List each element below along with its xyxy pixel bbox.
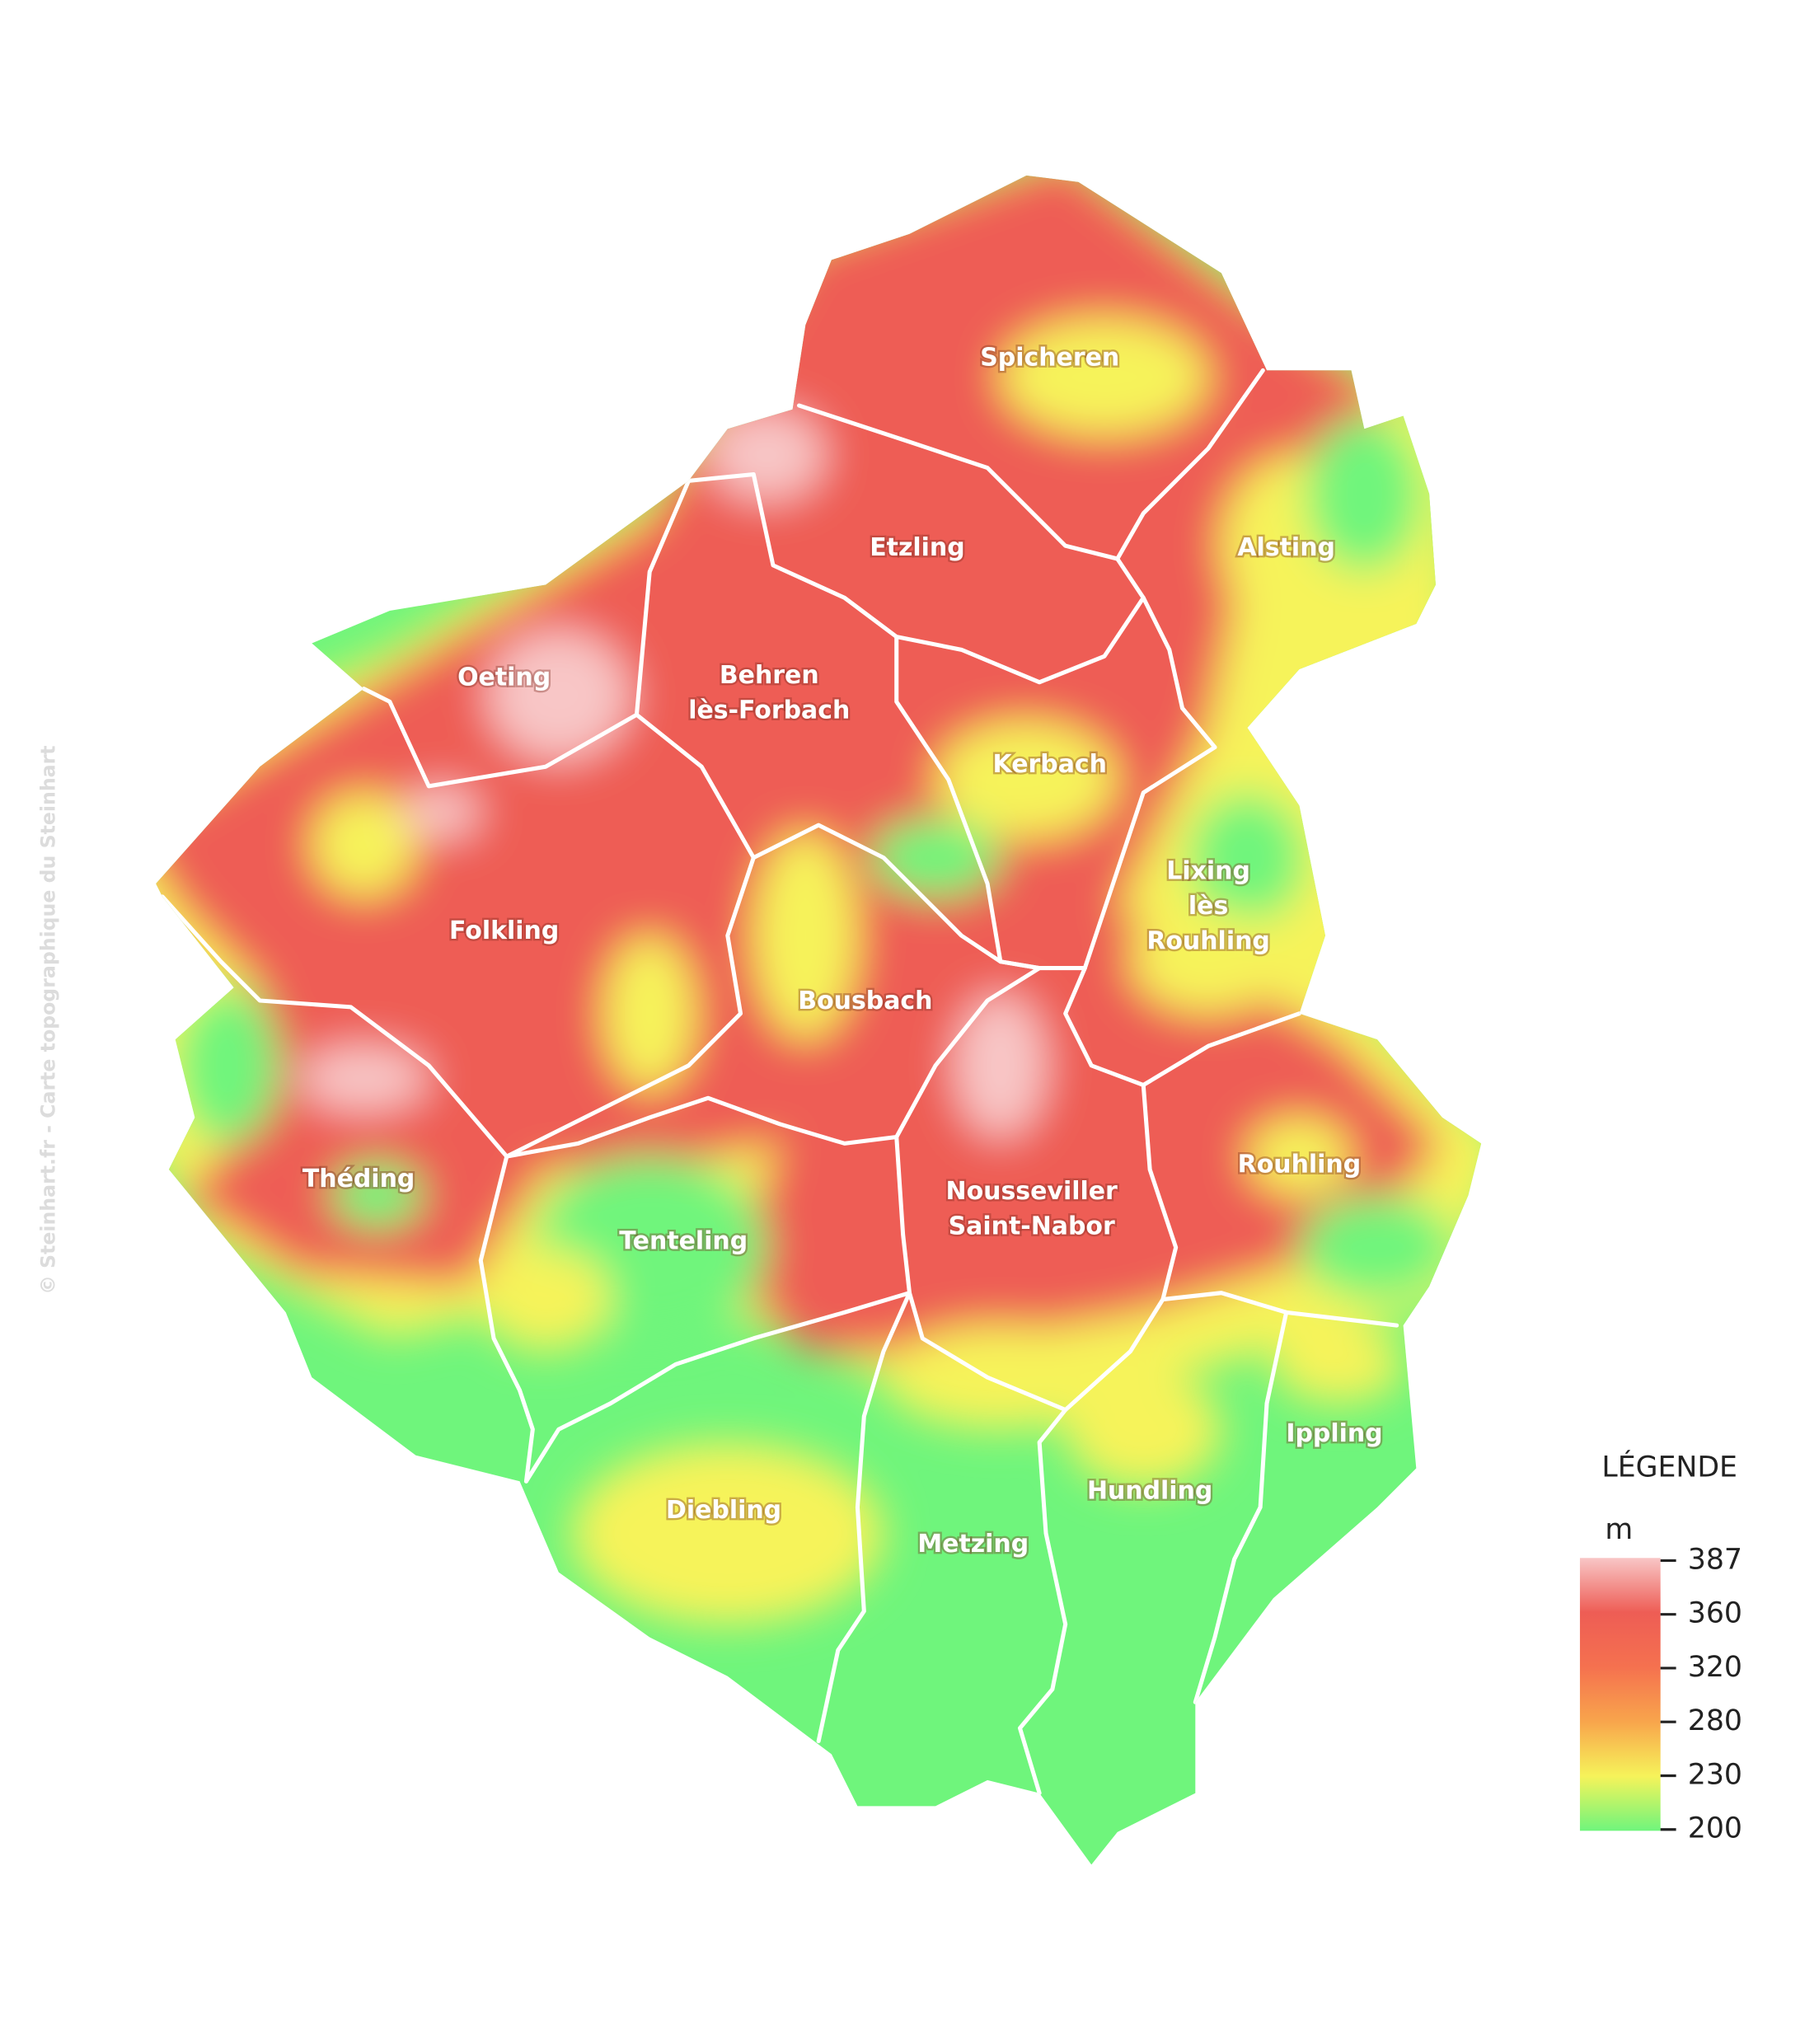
commune-label: Metzing bbox=[917, 1530, 1029, 1559]
commune-label: Diebling bbox=[666, 1496, 781, 1525]
legend-title: LÉGENDE bbox=[1601, 1450, 1737, 1484]
commune-label: Saint-Nabor bbox=[949, 1212, 1115, 1241]
commune-label: Rouhling bbox=[1146, 927, 1270, 956]
commune-label: Hundling bbox=[1087, 1476, 1212, 1505]
legend-tick-label: 280 bbox=[1688, 1704, 1742, 1737]
commune-label: Kerbach bbox=[993, 750, 1107, 779]
elevation-map bbox=[156, 175, 1482, 1865]
commune-label: Etzling bbox=[870, 533, 964, 562]
commune-label: Nousseviller bbox=[946, 1177, 1118, 1206]
legend-colorbar bbox=[1579, 1558, 1661, 1831]
commune-label: Folkling bbox=[449, 917, 559, 945]
legend: LÉGENDE m 387 360 320 280 230 200 bbox=[1579, 1450, 1742, 1845]
legend-tick-label: 230 bbox=[1688, 1758, 1742, 1791]
watermark: © Steinhart.fr - Carte topographique du … bbox=[36, 745, 59, 1294]
commune-label: lès-Forbach bbox=[688, 696, 850, 725]
commune-label: Bousbach bbox=[798, 987, 932, 1015]
commune-label: Lixing bbox=[1166, 856, 1250, 885]
commune-label: Oeting bbox=[457, 663, 551, 692]
commune-label: Behren bbox=[720, 661, 819, 690]
commune-label: Alsting bbox=[1237, 533, 1335, 562]
legend-tick-label: 360 bbox=[1688, 1597, 1742, 1630]
legend-unit: m bbox=[1605, 1513, 1633, 1546]
commune-labels: Spicheren Etzling Alsting Oeting Behren lès-F… bbox=[300, 341, 1385, 1560]
legend-tick-label: 387 bbox=[1688, 1543, 1742, 1576]
commune-label: Spicheren bbox=[980, 344, 1119, 373]
legend-tick-label: 200 bbox=[1688, 1812, 1742, 1845]
legend-tick-label: 320 bbox=[1688, 1651, 1742, 1684]
commune-label: Ippling bbox=[1286, 1419, 1382, 1448]
commune-borders bbox=[160, 368, 1399, 1796]
commune-label: Théding bbox=[302, 1165, 415, 1193]
commune-label: lès bbox=[1188, 892, 1228, 921]
commune-label: Rouhling bbox=[1238, 1151, 1362, 1179]
commune-label: Tenteling bbox=[619, 1227, 748, 1256]
